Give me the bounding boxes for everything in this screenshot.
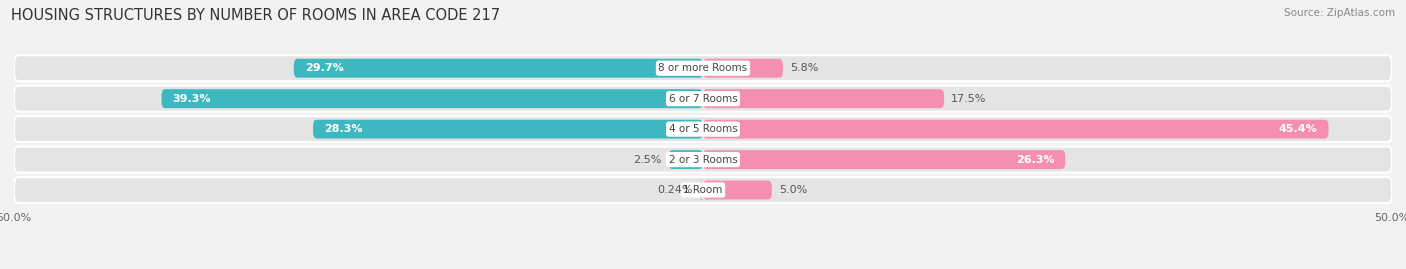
- FancyBboxPatch shape: [703, 89, 945, 108]
- FancyBboxPatch shape: [14, 55, 1392, 81]
- FancyBboxPatch shape: [14, 116, 1392, 142]
- FancyBboxPatch shape: [314, 120, 703, 139]
- FancyBboxPatch shape: [14, 86, 1392, 112]
- FancyBboxPatch shape: [14, 177, 1392, 203]
- Text: 39.3%: 39.3%: [173, 94, 211, 104]
- Text: 6 or 7 Rooms: 6 or 7 Rooms: [669, 94, 737, 104]
- Text: 2.5%: 2.5%: [633, 155, 662, 165]
- Text: 8 or more Rooms: 8 or more Rooms: [658, 63, 748, 73]
- Text: 2 or 3 Rooms: 2 or 3 Rooms: [669, 155, 737, 165]
- FancyBboxPatch shape: [669, 150, 703, 169]
- FancyBboxPatch shape: [703, 120, 1329, 139]
- FancyBboxPatch shape: [703, 150, 1066, 169]
- Text: 4 or 5 Rooms: 4 or 5 Rooms: [669, 124, 737, 134]
- FancyBboxPatch shape: [162, 89, 703, 108]
- Text: 26.3%: 26.3%: [1015, 155, 1054, 165]
- FancyBboxPatch shape: [700, 180, 703, 200]
- FancyBboxPatch shape: [703, 180, 772, 200]
- Legend: Owner-occupied, Renter-occupied: Owner-occupied, Renter-occupied: [575, 266, 831, 269]
- Text: 1 Room: 1 Room: [683, 185, 723, 195]
- FancyBboxPatch shape: [14, 147, 1392, 172]
- FancyBboxPatch shape: [294, 59, 703, 78]
- Text: 0.24%: 0.24%: [657, 185, 693, 195]
- Text: 45.4%: 45.4%: [1279, 124, 1317, 134]
- Text: 28.3%: 28.3%: [323, 124, 363, 134]
- FancyBboxPatch shape: [703, 59, 783, 78]
- Text: 17.5%: 17.5%: [950, 94, 987, 104]
- Text: 5.8%: 5.8%: [790, 63, 818, 73]
- Text: Source: ZipAtlas.com: Source: ZipAtlas.com: [1284, 8, 1395, 18]
- Text: 29.7%: 29.7%: [305, 63, 343, 73]
- Text: 5.0%: 5.0%: [779, 185, 807, 195]
- Text: HOUSING STRUCTURES BY NUMBER OF ROOMS IN AREA CODE 217: HOUSING STRUCTURES BY NUMBER OF ROOMS IN…: [11, 8, 501, 23]
